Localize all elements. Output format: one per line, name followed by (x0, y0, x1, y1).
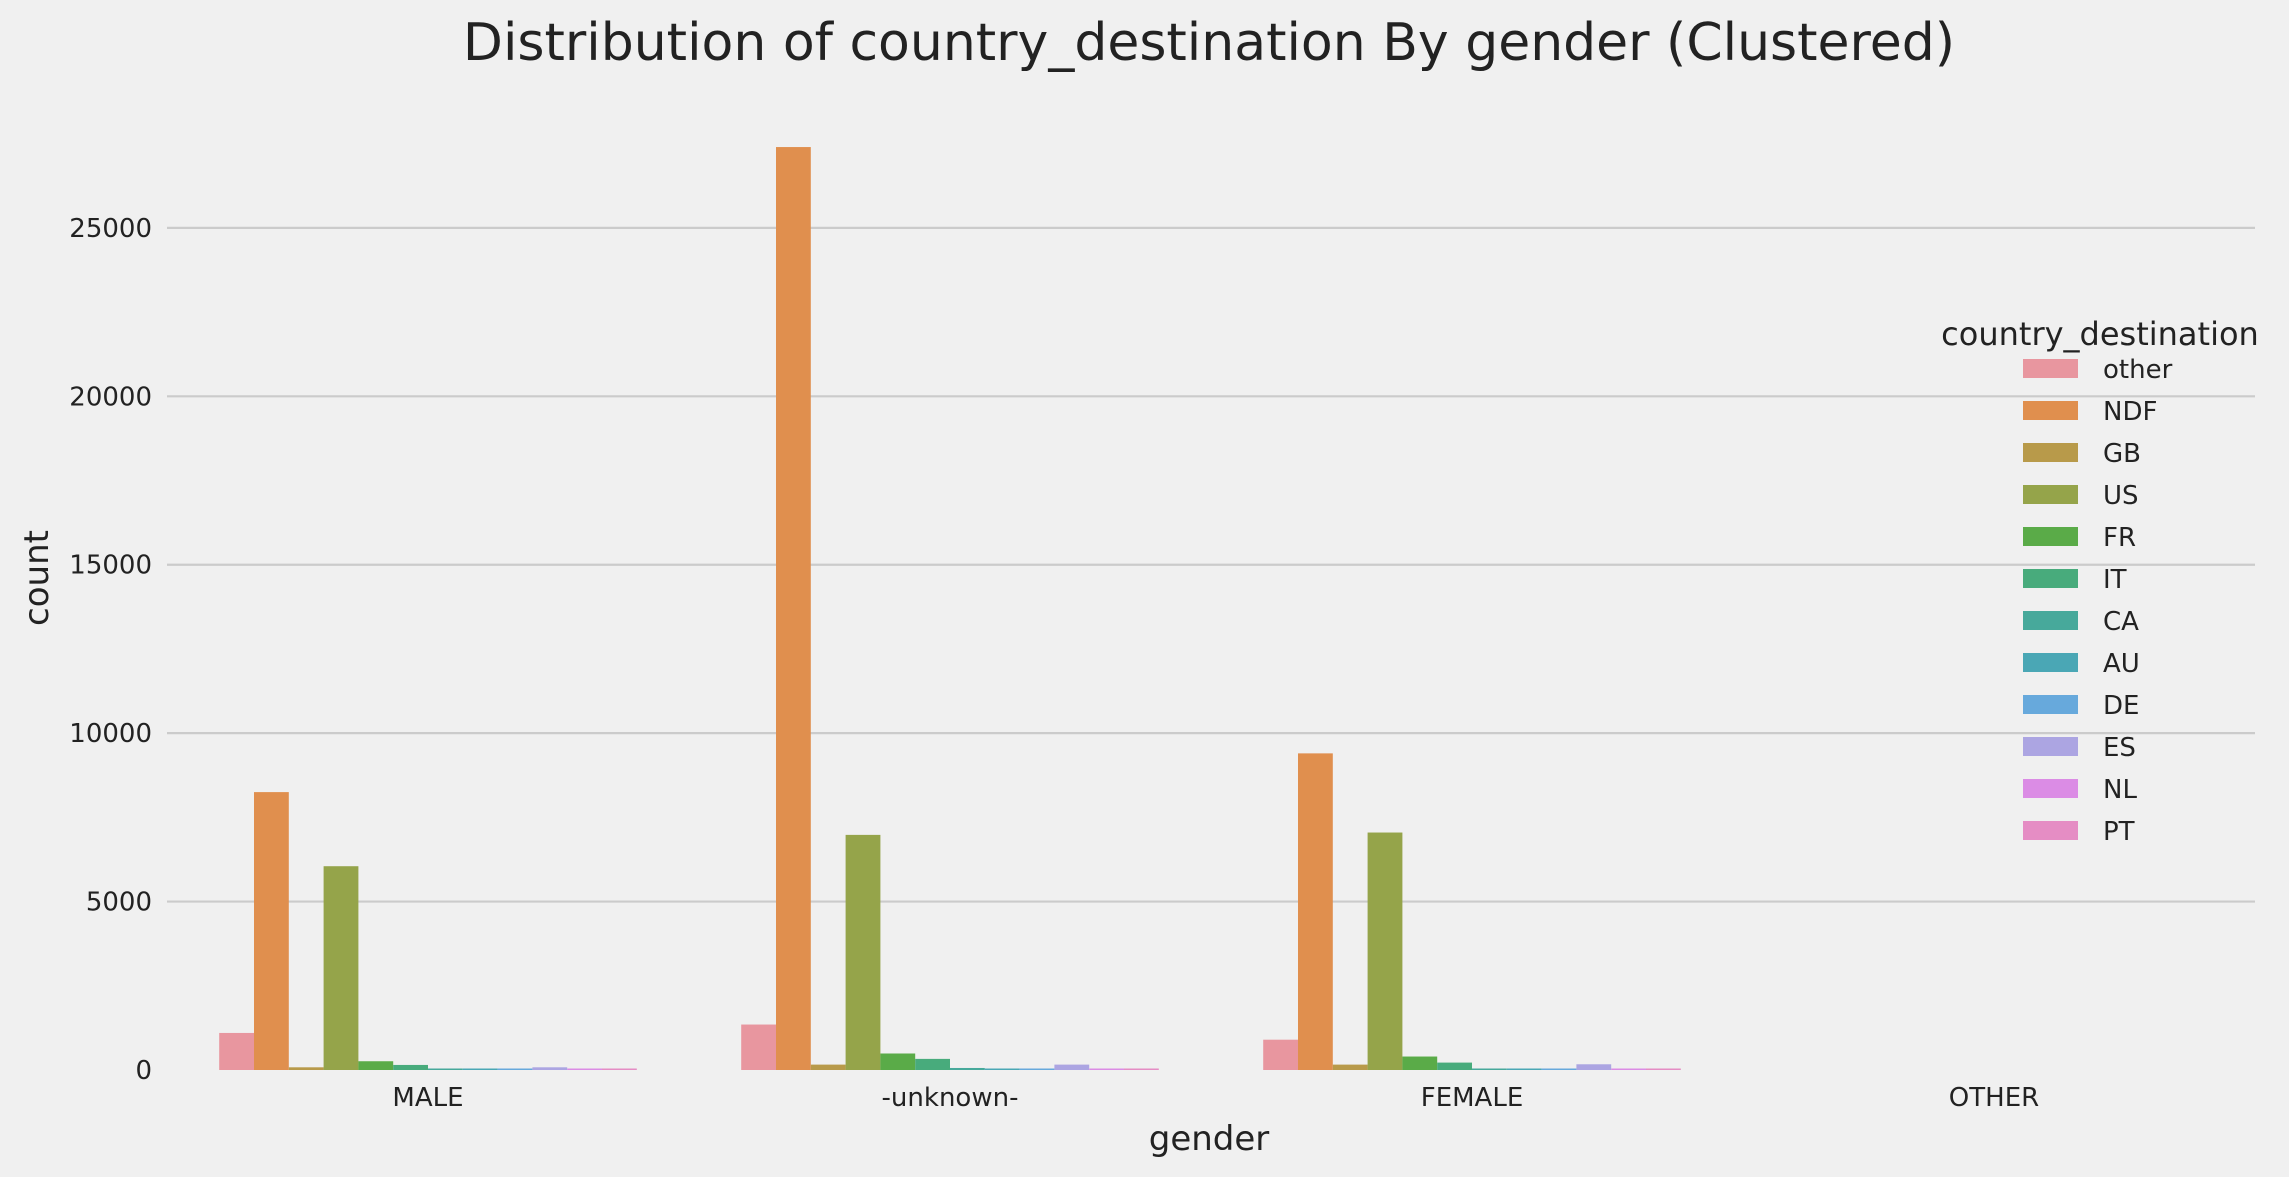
x-tick-labels: MALE -unknown- FEMALE OTHER (392, 1083, 2039, 1113)
legend-swatch (2023, 359, 2078, 378)
bar-it-female (1437, 1062, 1472, 1070)
bar-de-male (497, 1068, 533, 1070)
bar-fr-female (1402, 1056, 1438, 1070)
y-tick-label: 10000 (69, 719, 152, 749)
legend-label: CA (2103, 607, 2139, 637)
legend: country_destination other NDF GB US FR IT CA AU… (1941, 315, 2259, 847)
bar-other-male (219, 1032, 254, 1070)
legend-label: ES (2103, 733, 2136, 763)
bar-us-unknown (845, 834, 881, 1070)
y-tick-label: 25000 (69, 214, 152, 244)
legend-swatch (2023, 611, 2078, 630)
y-tick-label: 15000 (69, 551, 152, 581)
bar-pt-male (602, 1068, 637, 1070)
bar-fr-male (358, 1061, 394, 1070)
legend-swatch (2023, 527, 2078, 546)
legend-label: AU (2103, 649, 2140, 679)
bar-ca-male (428, 1068, 463, 1070)
bar-ca-female (1472, 1068, 1507, 1070)
bar-us-female (1367, 832, 1403, 1070)
bar-gb-male (288, 1067, 324, 1070)
bar-au-male (462, 1068, 498, 1070)
legend-label: NL (2103, 775, 2137, 805)
bar-de-unknown (1019, 1068, 1055, 1070)
legend-label: GB (2103, 439, 2141, 469)
bar-fr-unknown (880, 1053, 916, 1070)
legend-swatch (2023, 569, 2078, 588)
legend-label: IT (2103, 565, 2127, 595)
bar-other-female (1263, 1039, 1298, 1070)
bar-us-male (323, 866, 359, 1070)
legend-swatch (2023, 443, 2078, 462)
bar-de-female (1541, 1068, 1577, 1070)
bar-pt-unknown (1124, 1068, 1159, 1070)
y-tick-label: 20000 (69, 382, 152, 412)
bar-gb-unknown (810, 1064, 846, 1070)
legend-label: NDF (2103, 397, 2157, 427)
y-tick-label: 5000 (86, 888, 152, 918)
legend-swatch (2023, 401, 2078, 420)
x-tick-label: OTHER (1949, 1083, 2039, 1113)
bar-ndf-male (254, 792, 289, 1070)
y-tick-labels: 0 5000 10000 15000 20000 25000 (69, 214, 152, 1086)
y-tick-label: 0 (135, 1056, 152, 1086)
bar-gb-female (1332, 1064, 1368, 1070)
bar-it-unknown (915, 1058, 950, 1070)
bar-au-unknown (984, 1068, 1020, 1070)
legend-swatch (2023, 653, 2078, 672)
x-tick-label: MALE (392, 1083, 463, 1113)
legend-label: PT (2103, 817, 2135, 847)
x-tick-label: -unknown- (882, 1083, 1019, 1113)
bar-ndf-unknown (776, 147, 811, 1071)
bar-au-female (1506, 1068, 1542, 1070)
bars (219, 147, 1681, 1071)
x-axis-label: gender (1149, 1119, 1270, 1159)
bar-nl-male (567, 1068, 602, 1070)
bar-es-female (1576, 1064, 1612, 1070)
legend-label: US (2103, 481, 2139, 511)
legend-label: DE (2103, 691, 2139, 721)
legend-title: country_destination (1941, 315, 2259, 353)
bar-es-unknown (1054, 1064, 1090, 1070)
legend-items: other NDF GB US FR IT CA AU DE ES NL PT (2023, 355, 2173, 847)
chart-title: Distribution of country_destination By g… (463, 13, 1955, 73)
bar-ndf-female (1298, 753, 1333, 1070)
legend-swatch (2023, 737, 2078, 756)
legend-swatch (2023, 779, 2078, 798)
y-axis-label: count (17, 530, 57, 626)
bar-es-male (532, 1067, 568, 1070)
bar-it-male (393, 1064, 428, 1070)
legend-swatch (2023, 695, 2078, 714)
bar-pt-female (1646, 1068, 1681, 1070)
x-tick-label: FEMALE (1421, 1083, 1524, 1113)
bar-ca-unknown (950, 1067, 985, 1070)
bar-nl-female (1611, 1068, 1646, 1070)
legend-label: other (2103, 355, 2173, 385)
bar-nl-unknown (1089, 1068, 1124, 1070)
legend-swatch (2023, 821, 2078, 840)
legend-swatch (2023, 485, 2078, 504)
bar-other-unknown (741, 1024, 776, 1070)
legend-label: FR (2103, 523, 2136, 553)
grid-lines (167, 226, 2255, 903)
